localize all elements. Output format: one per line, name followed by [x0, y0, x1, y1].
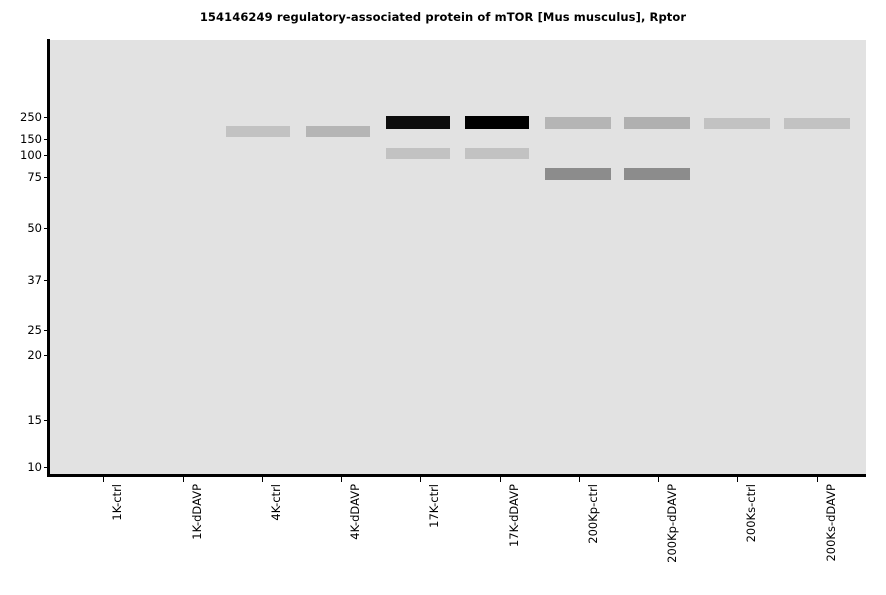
y-axis-tick-mark	[44, 420, 49, 421]
x-axis-tick-mark	[658, 477, 659, 482]
y-axis-tick-label: 250	[20, 110, 42, 124]
y-axis-tick-mark	[44, 117, 49, 118]
y-axis-tick-mark	[44, 280, 49, 281]
y-axis-tick-label: 25	[27, 323, 42, 337]
gel-band	[784, 118, 850, 129]
gel-band	[386, 116, 450, 129]
x-axis-tick-label: 200Kp-dDAVP	[658, 405, 679, 563]
x-axis-tick-label: 4K-ctrl	[262, 447, 283, 521]
x-axis-tick-label-text: 200Ks-dDAVP	[824, 484, 838, 562]
y-axis-tick-label: 10	[27, 460, 42, 474]
gel-band	[545, 168, 611, 180]
gel-band	[624, 117, 690, 129]
y-axis-tick-label: 100	[20, 148, 42, 162]
x-axis-tick-mark	[817, 477, 818, 482]
x-axis-tick-label: 1K-ctrl	[103, 447, 124, 521]
x-axis-tick-label: 1K-dDAVP	[183, 428, 204, 540]
x-axis-tick-label-text: 200Ks-ctrl	[744, 484, 758, 543]
x-axis-tick-label-text: 200Kp-dDAVP	[665, 484, 679, 563]
x-axis-tick-label: 4K-dDAVP	[341, 428, 362, 540]
gel-band	[386, 148, 450, 159]
y-axis-tick-label: 50	[27, 221, 42, 235]
y-axis-tick-mark	[44, 330, 49, 331]
y-axis-line	[47, 39, 50, 475]
y-axis-tick-mark	[44, 139, 49, 140]
x-axis-tick-label: 17K-dDAVP	[500, 421, 521, 547]
x-axis-tick-mark	[341, 477, 342, 482]
x-axis-tick-label: 17K-ctrl	[420, 440, 441, 528]
gel-band	[306, 126, 370, 137]
x-axis-line	[47, 474, 866, 477]
y-axis-tick-mark	[44, 177, 49, 178]
gel-band	[545, 117, 611, 129]
gel-band	[624, 168, 690, 180]
x-axis-tick-label: 200Ks-ctrl	[737, 426, 758, 542]
x-axis-tick-label-text: 1K-ctrl	[110, 484, 124, 521]
x-axis-tick-mark	[500, 477, 501, 482]
x-axis-tick-label-text: 200Kp-ctrl	[586, 484, 600, 544]
y-axis-tick-label: 75	[27, 170, 42, 184]
x-axis-tick-label: 200Kp-ctrl	[579, 424, 600, 544]
gel-band	[704, 118, 770, 129]
gel-band	[226, 126, 290, 137]
y-axis-tick-label: 150	[20, 132, 42, 146]
x-axis-tick-mark	[262, 477, 263, 482]
chart-title: 154146249 regulatory-associated protein …	[199, 10, 687, 24]
y-axis-tick-mark	[44, 355, 49, 356]
x-axis-tick-label-text: 4K-dDAVP	[348, 484, 362, 540]
x-axis-tick-mark	[103, 477, 104, 482]
plot-area	[50, 40, 866, 474]
x-axis-tick-mark	[579, 477, 580, 482]
x-axis-tick-label: 200Ks-dDAVP	[817, 406, 838, 562]
y-axis-tick-label: 20	[27, 348, 42, 362]
x-axis-tick-label-text: 4K-ctrl	[269, 484, 283, 521]
x-axis-tick-label-text: 17K-dDAVP	[507, 484, 521, 548]
x-axis-tick-mark	[737, 477, 738, 482]
y-axis-tick-label: 15	[27, 413, 42, 427]
y-axis-tick-label: 37	[27, 273, 42, 287]
gel-band	[465, 148, 529, 159]
gel-band	[465, 116, 529, 129]
x-axis-tick-label-text: 17K-ctrl	[427, 484, 441, 528]
y-axis-tick-mark	[44, 155, 49, 156]
x-axis-tick-mark	[420, 477, 421, 482]
y-axis-tick-mark	[44, 467, 49, 468]
x-axis-tick-label-text: 1K-dDAVP	[190, 484, 204, 540]
x-axis-tick-mark	[183, 477, 184, 482]
y-axis-tick-mark	[44, 228, 49, 229]
